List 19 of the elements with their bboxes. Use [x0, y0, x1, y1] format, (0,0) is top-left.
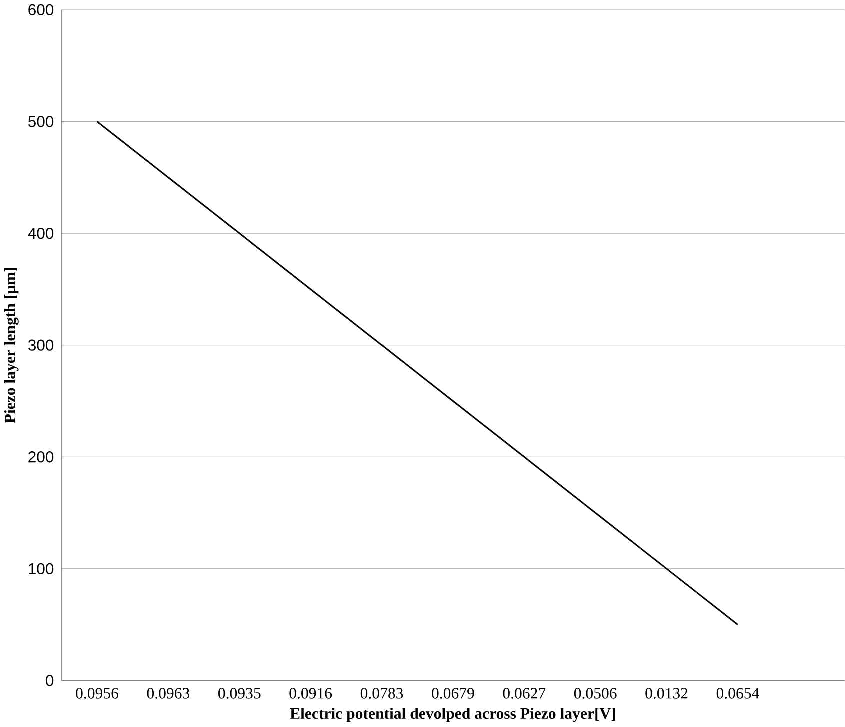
x-tick-label: 0.0935 [218, 688, 261, 700]
y-tick-label: 300 [28, 340, 54, 352]
x-tick-label: 0.0956 [76, 688, 118, 700]
x-tick-label: 0.0627 [503, 688, 546, 700]
x-tick-label: 0.0506 [574, 688, 617, 700]
y-axis-title: Piezo layer length [μm] [4, 268, 19, 424]
y-tick-label: 500 [28, 116, 54, 128]
x-tick-label: 0.0679 [432, 688, 474, 700]
y-tick-label: 400 [28, 228, 54, 240]
y-tick-label: 200 [28, 452, 54, 463]
y-tick-label: 100 [29, 564, 54, 575]
x-tick-label: 0.0916 [290, 688, 332, 700]
x-tick-label: 0.0654 [716, 688, 760, 700]
x-axis-title: Electric potential devolped across Piezo layer[V] [290, 708, 616, 722]
y-tick-label: 0 [46, 675, 54, 686]
x-tick-label: 0.0963 [147, 688, 190, 700]
x-tick-label: 0.0783 [360, 688, 404, 700]
y-tick-label: 600 [28, 4, 54, 16]
x-tick-label: 0.0132 [646, 688, 688, 700]
